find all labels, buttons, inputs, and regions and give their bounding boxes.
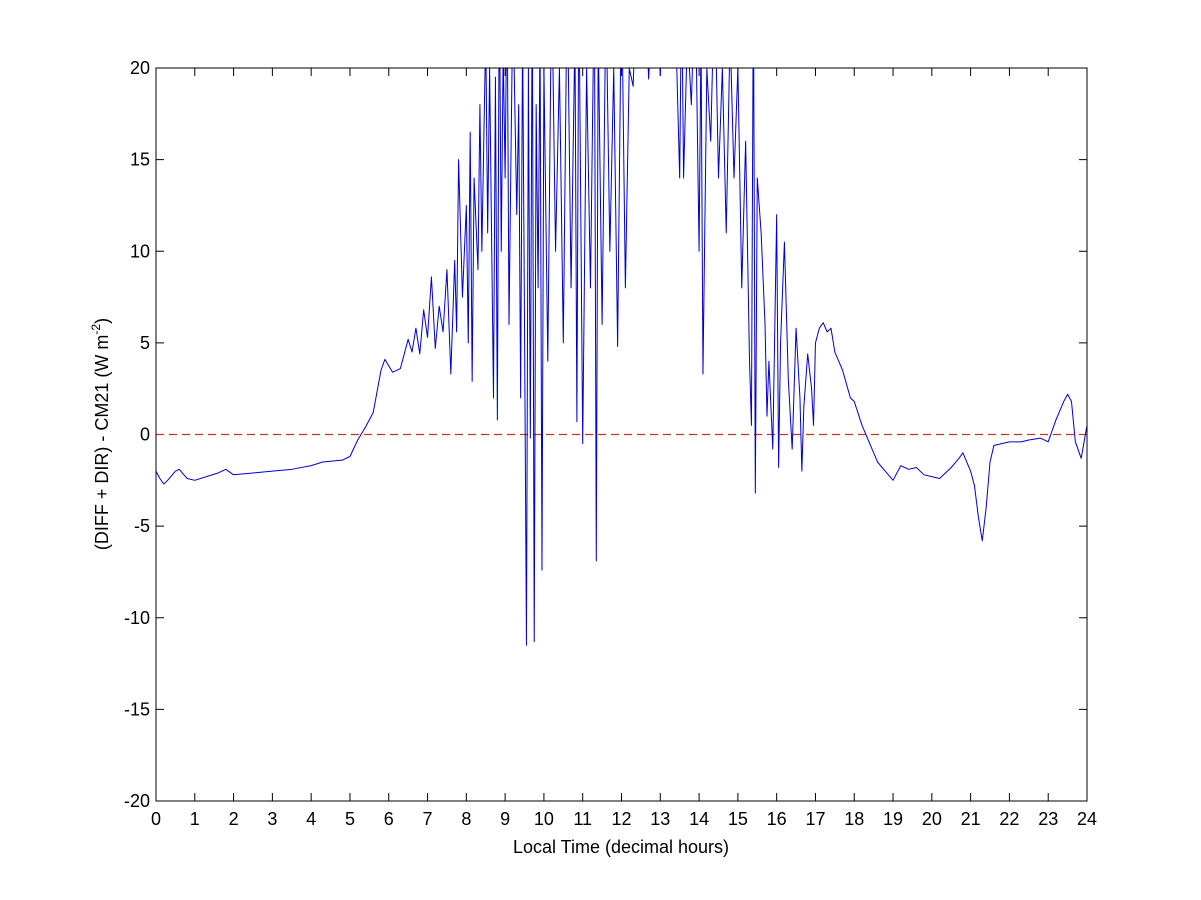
plot-area	[156, 68, 1087, 801]
y-tick-label: 15	[130, 150, 150, 170]
x-tick-label: 24	[1077, 809, 1097, 829]
x-tick-label: 19	[883, 809, 903, 829]
y-label-superscript: -2	[89, 324, 103, 335]
data-line	[156, 68, 1087, 646]
y-tick-label: -20	[124, 791, 150, 811]
x-tick-label: 5	[345, 809, 355, 829]
x-tick-label: 16	[767, 809, 787, 829]
y-tick-label: -15	[124, 699, 150, 719]
x-tick-label: 14	[689, 809, 709, 829]
y-tick-label: 10	[130, 241, 150, 261]
x-tick-label: 20	[922, 809, 942, 829]
x-tick-label: 10	[534, 809, 554, 829]
axes-box	[155, 67, 1088, 802]
y-axis-label: (DIFF + DIR) - CM21 (W m-2)	[89, 318, 112, 550]
y-label-main: (DIFF + DIR) - CM21 (W m	[92, 335, 112, 550]
x-tick-label: 6	[384, 809, 394, 829]
x-tick-label: 21	[961, 809, 981, 829]
x-tick-label: 0	[151, 809, 161, 829]
x-tick-label: 13	[650, 809, 670, 829]
x-tick-label: 7	[423, 809, 433, 829]
x-tick-label: 4	[306, 809, 316, 829]
y-tick-label: 20	[130, 58, 150, 78]
x-tick-label: 2	[229, 809, 239, 829]
x-tick-label: 22	[999, 809, 1019, 829]
x-tick-label: 12	[611, 809, 631, 829]
y-label-end: )	[92, 318, 112, 324]
x-tick-label: 9	[500, 809, 510, 829]
x-tick-label: 17	[805, 809, 825, 829]
x-tick-label: 8	[461, 809, 471, 829]
plot-clip	[156, 68, 1087, 646]
x-tick-label: 1	[190, 809, 200, 829]
y-tick-label: -10	[124, 608, 150, 628]
y-tick-label: 0	[140, 425, 150, 445]
x-tick-label: 15	[728, 809, 748, 829]
x-tick-label: 23	[1038, 809, 1058, 829]
x-tick-label: 11	[573, 809, 592, 829]
x-axis-label: Local Time (decimal hours)	[513, 837, 729, 857]
x-tick-label: 18	[844, 809, 864, 829]
x-tick-label: 3	[267, 809, 277, 829]
y-tick-label: 5	[140, 333, 150, 353]
y-tick-label: -5	[134, 516, 150, 536]
